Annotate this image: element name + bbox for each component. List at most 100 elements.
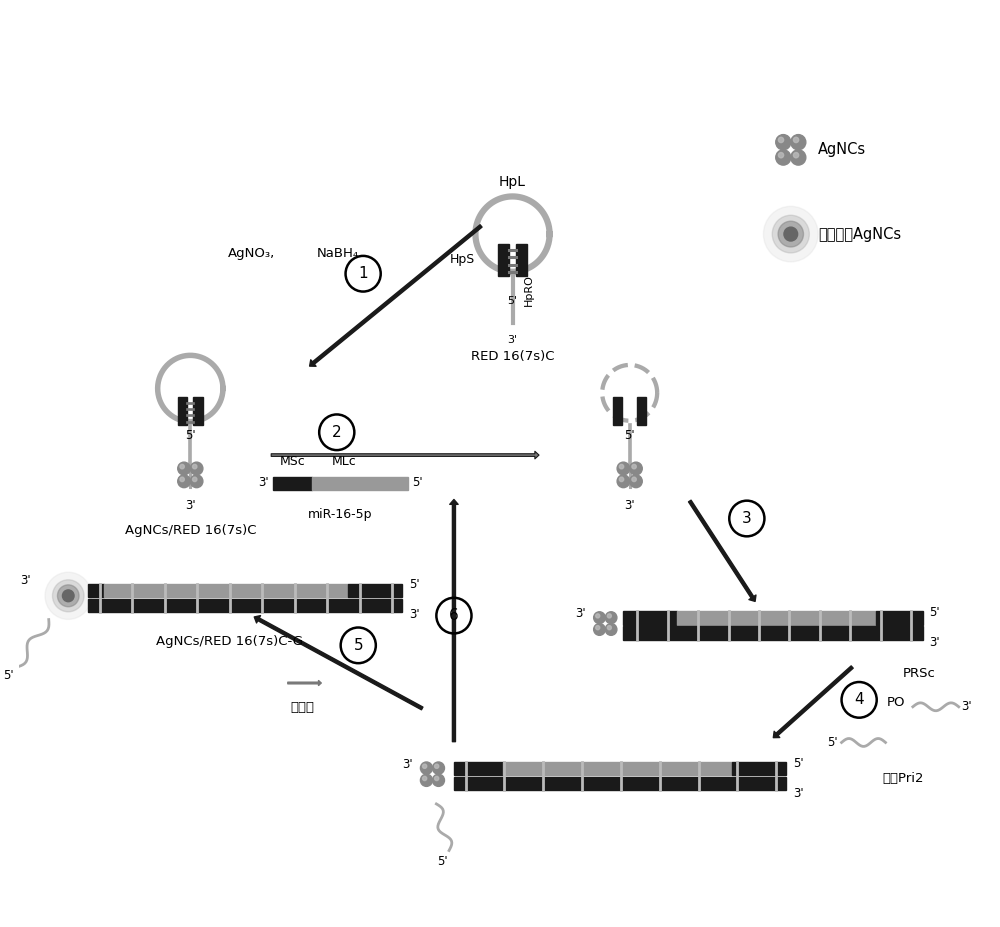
Text: 5: 5 [353,638,363,653]
Circle shape [178,475,190,488]
Circle shape [435,764,439,768]
Bar [623,627,923,640]
Text: HpL: HpL [499,175,526,189]
Text: 引物Pri2: 引物Pri2 [882,772,924,785]
Circle shape [435,776,439,781]
Text: 5': 5' [507,297,517,307]
Circle shape [57,585,79,607]
Circle shape [630,475,642,488]
Text: AgNCs: AgNCs [818,143,866,158]
Text: 6: 6 [449,608,459,623]
Circle shape [607,614,611,618]
Text: 3: 3 [742,511,752,526]
Text: AgNCs/RED 16(7s)C: AgNCs/RED 16(7s)C [125,525,256,538]
Circle shape [791,134,806,150]
Circle shape [420,762,432,774]
Text: 3': 3' [793,786,803,799]
Bar [273,476,312,489]
Circle shape [763,207,818,261]
Text: 5': 5' [185,429,196,442]
Circle shape [778,153,784,158]
Text: 3': 3' [575,607,586,620]
Circle shape [423,776,427,781]
Circle shape [45,572,91,619]
Circle shape [594,624,605,635]
Circle shape [594,612,605,624]
Bar [348,584,402,597]
Bar [637,397,646,425]
Circle shape [632,464,636,469]
Circle shape [793,137,799,143]
Circle shape [605,624,617,635]
Text: 5': 5' [3,668,14,681]
Text: HpS: HpS [450,253,475,266]
Circle shape [432,762,444,774]
Circle shape [776,150,791,165]
Text: 3': 3' [929,636,940,649]
Text: 5': 5' [624,429,635,442]
Text: RED 16(7s)C: RED 16(7s)C [471,350,554,363]
Circle shape [62,590,74,602]
Text: 3': 3' [185,499,196,512]
Bar [178,397,187,425]
Circle shape [619,464,624,469]
Text: NaBH₄: NaBH₄ [317,248,359,260]
Text: 2: 2 [332,425,342,439]
Circle shape [190,475,203,488]
Text: MSc: MSc [280,455,306,468]
Bar [503,762,732,775]
Text: 3': 3' [507,336,518,345]
Bar [516,244,527,275]
Circle shape [793,153,799,158]
Text: 3': 3' [258,476,268,489]
Text: 3': 3' [962,700,972,713]
Circle shape [630,463,642,475]
Circle shape [190,463,203,475]
Bar [677,612,876,625]
Circle shape [432,774,444,786]
Text: 5': 5' [929,606,940,619]
Bar [454,777,786,791]
Text: 3': 3' [409,608,420,621]
Circle shape [605,612,617,624]
Bar [876,612,923,625]
Text: 5': 5' [437,856,448,869]
Circle shape [607,626,611,629]
Text: PRSc: PRSc [903,667,936,679]
Circle shape [180,464,184,469]
Circle shape [52,579,84,612]
Circle shape [772,215,809,253]
Circle shape [784,227,798,241]
Circle shape [420,774,432,786]
Text: AgNCs/RED 16(7s)C-G: AgNCs/RED 16(7s)C-G [156,635,303,649]
Circle shape [632,477,636,482]
Circle shape [617,475,630,488]
Bar [613,397,622,425]
Circle shape [617,463,630,475]
Bar [623,612,677,625]
Text: 5': 5' [412,476,423,489]
Circle shape [619,477,624,482]
Circle shape [596,626,600,629]
Circle shape [791,150,806,165]
Text: MLc: MLc [332,455,357,468]
Circle shape [178,463,190,475]
Bar [193,397,203,425]
Circle shape [596,614,600,618]
Text: AgNO₃,: AgNO₃, [228,248,275,260]
Bar [88,584,104,597]
Text: 4: 4 [854,692,864,707]
Text: 3': 3' [624,499,635,512]
Text: 5': 5' [409,578,420,591]
Circle shape [778,137,784,143]
Text: PO: PO [886,696,905,709]
Bar [312,476,408,489]
Bar [732,762,786,775]
Bar [454,762,503,775]
Text: miR-16-5p: miR-16-5p [307,508,372,521]
Text: 5': 5' [793,756,803,769]
Text: 聚合酶: 聚合酶 [291,701,315,714]
Text: 5': 5' [827,736,838,749]
Circle shape [193,464,197,469]
Circle shape [776,134,791,150]
